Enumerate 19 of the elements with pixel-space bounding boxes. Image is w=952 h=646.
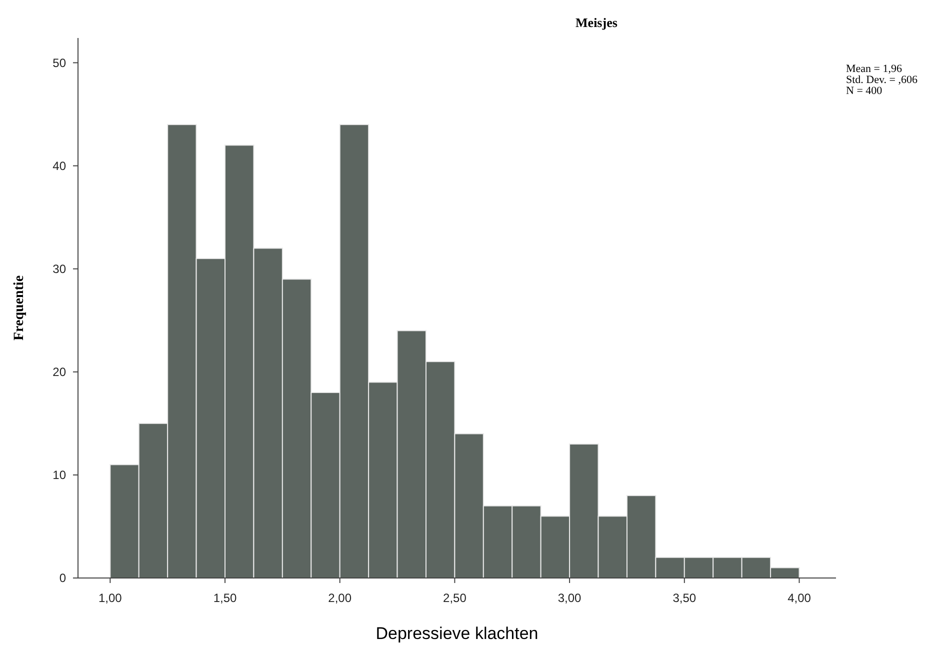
x-tick-label: 1,00 bbox=[98, 591, 122, 605]
x-tick-label: 1,50 bbox=[213, 591, 238, 605]
y-tick-label: 10 bbox=[52, 468, 66, 482]
chart-title: Meisjes bbox=[576, 15, 618, 30]
y-tick-label: 40 bbox=[52, 158, 66, 173]
x-tick-label: 4,00 bbox=[788, 591, 812, 605]
y-tick-label: 30 bbox=[52, 262, 66, 276]
x-tick-label: 2,00 bbox=[328, 591, 352, 605]
y-tick-label: 0 bbox=[59, 571, 66, 586]
text: N = 400 bbox=[846, 85, 883, 97]
x-axis-title: Depressieve klachten bbox=[376, 624, 538, 643]
x-tick-label: 3,00 bbox=[558, 591, 582, 605]
x-tick-label: 2,50 bbox=[443, 591, 467, 605]
y-axis-title: Frequentie bbox=[12, 275, 27, 341]
y-tick-label: 50 bbox=[52, 56, 66, 70]
x-tick-label: 3,50 bbox=[672, 591, 696, 605]
y-tick-label: 20 bbox=[52, 365, 66, 380]
text: Std. Dev. = ,606 bbox=[846, 74, 918, 86]
text: Mean = 1,96 bbox=[846, 63, 902, 75]
